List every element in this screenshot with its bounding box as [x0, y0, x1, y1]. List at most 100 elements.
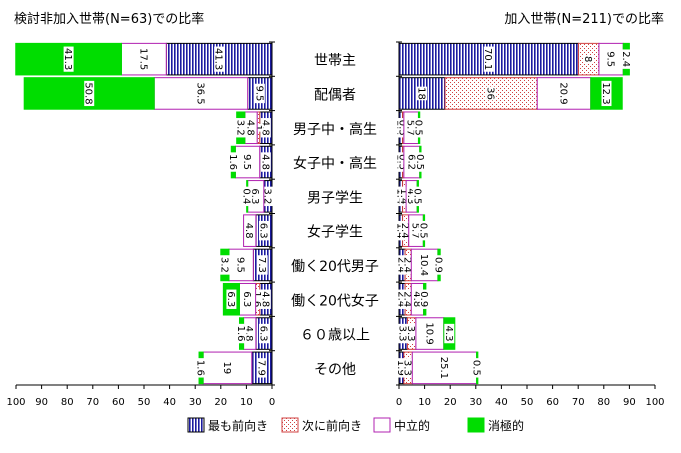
right-data-label: 25.1	[438, 357, 449, 379]
right-data-label: 0.9	[418, 291, 429, 307]
legend-label: 最も前向き	[208, 418, 268, 433]
right-data-label: 2.4	[620, 51, 631, 67]
left-data-label: 9.5	[241, 154, 252, 170]
legend-swatch	[373, 417, 391, 433]
right-tick-label: 40	[495, 397, 508, 408]
category-label: 男子学生	[307, 190, 363, 206]
category-label: ６０歳以上	[300, 328, 370, 344]
legend-swatch	[281, 417, 299, 433]
right-data-label: 4.3	[443, 326, 454, 342]
right-data-label: 0.5	[413, 120, 424, 136]
right-tick-label: 30	[469, 397, 482, 408]
left-data-label: 41.3	[213, 48, 224, 70]
legend-swatch	[187, 417, 205, 433]
right-data-label: 1.9	[395, 360, 406, 376]
right-data-label: 4.8	[411, 291, 422, 307]
left-data-label: 6.3	[225, 291, 236, 307]
left-data-label: 6.3	[249, 188, 260, 204]
category-label: 世帯主	[314, 53, 356, 69]
right-data-label: 6.2	[405, 154, 416, 170]
right-tick-label: 20	[444, 397, 457, 408]
left-panel-title: 検討非加入世帯(N=63)での比率	[14, 11, 204, 27]
left-data-label: 7.9	[255, 360, 266, 376]
category-label: その他	[314, 362, 356, 378]
legend-label: 次に前向き	[302, 418, 362, 433]
left-data-label: 6.3	[257, 223, 268, 239]
right-tick-label: 80	[597, 397, 610, 408]
right-data-label: 4.3	[405, 188, 416, 204]
right-data-label: 0.9	[433, 257, 444, 273]
left-data-label: 6.3	[241, 291, 252, 307]
left-tick-label: 100	[6, 397, 25, 408]
left-tick-label: 40	[163, 397, 176, 408]
right-panel-title: 加入世帯(N=211)での比率	[504, 11, 664, 27]
right-data-label: 3.3	[402, 360, 413, 376]
legend-label: 消極的	[488, 418, 524, 433]
right-data-label: 1.4	[398, 188, 409, 204]
right-data-label: 12.3	[600, 82, 611, 104]
left-data-label: 3.2	[234, 120, 245, 136]
right-data-label: 0.5	[397, 120, 408, 136]
left-tick-label: 80	[61, 397, 74, 408]
left-tick-label: 30	[189, 397, 202, 408]
right-data-label: 18	[416, 87, 427, 100]
left-data-label: 9.5	[235, 257, 246, 273]
category-label: 女子中・高生	[293, 155, 377, 172]
legend-label: 中立的	[394, 418, 430, 433]
right-tick-label: 100	[645, 397, 664, 408]
left-data-label: 19	[221, 361, 232, 374]
left-data-label: 4.8	[245, 120, 256, 136]
left-data-label: 0.4	[241, 188, 252, 204]
left-data-label: 4.8	[243, 223, 254, 239]
left-data-label: 9.5	[253, 85, 264, 101]
right-data-label: 3.3	[397, 326, 408, 342]
left-data-label: 17.5	[137, 48, 148, 70]
right-data-label: 2.4	[399, 223, 410, 239]
left-tick-label: 20	[214, 397, 227, 408]
left-data-label: 4.8	[243, 326, 254, 342]
left-data-label: 4.8	[259, 154, 270, 170]
right-tick-label: 0	[396, 397, 402, 408]
left-data-label: 4.8	[259, 291, 270, 307]
right-data-label: 2.4	[396, 291, 407, 307]
right-tick-label: 50	[521, 397, 534, 408]
right-tick-label: 90	[623, 397, 636, 408]
left-data-label: 36.5	[194, 82, 205, 104]
right-data-label: 10.9	[423, 322, 434, 344]
right-data-label: 20.9	[557, 82, 568, 104]
left-data-label: 3.2	[261, 188, 272, 204]
category-label: 男子中・高生	[293, 121, 377, 138]
right-data-label: 3.3	[405, 326, 416, 342]
right-data-label: 0.5	[471, 360, 482, 376]
right-data-label: 5.7	[410, 223, 421, 239]
right-data-label: 0.5	[411, 188, 422, 204]
left-data-label: 1.6	[227, 154, 238, 170]
category-label: 働く20代男子	[291, 259, 379, 275]
right-data-label: 1.4	[394, 223, 405, 239]
left-data-label: 50.8	[83, 82, 94, 104]
left-data-label: 7.3	[256, 257, 267, 273]
right-data-label: 0.5	[397, 154, 408, 170]
right-data-label: 2.4	[402, 257, 413, 273]
right-tick-label: 70	[572, 397, 585, 408]
category-label: 女子学生	[307, 224, 363, 241]
right-data-label: 8	[582, 56, 593, 62]
legend-swatch	[467, 417, 485, 433]
right-tick-label: 10	[418, 397, 431, 408]
left-tick-label: 0	[269, 397, 275, 408]
right-data-label: 10.4	[418, 254, 429, 276]
left-tick-label: 90	[35, 397, 48, 408]
left-data-label: 3.2	[218, 257, 229, 273]
right-data-label: 36	[485, 87, 496, 100]
right-tick-label: 60	[546, 397, 559, 408]
right-data-label: 2.4	[396, 257, 407, 273]
right-data-label: 5.7	[405, 120, 416, 136]
right-data-label: 70.1	[482, 48, 493, 70]
left-data-label: 6.3	[257, 326, 268, 342]
category-label: 働く20代女子	[291, 292, 379, 309]
left-data-label: 4.8	[259, 120, 270, 136]
left-data-label: 1.6	[251, 291, 262, 307]
right-data-label: 9.5	[605, 51, 616, 67]
right-bar-segment	[444, 77, 538, 110]
